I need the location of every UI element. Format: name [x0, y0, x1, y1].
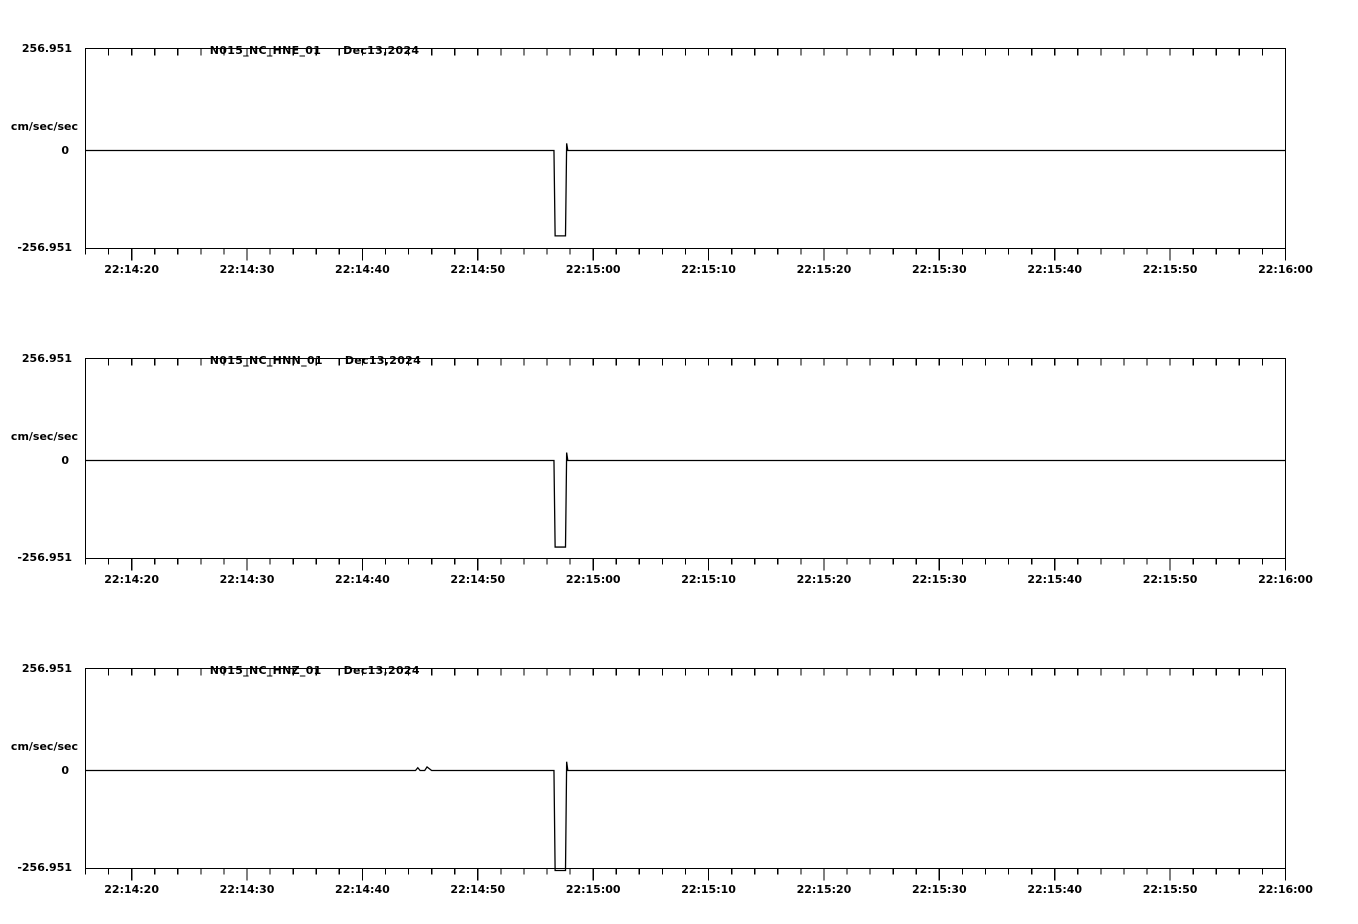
x-axis-tick-label: 22:16:00: [1258, 572, 1313, 586]
bottom-axis-ticks-hne: [84, 248, 1287, 261]
x-axis-tick-label: 22:14:20: [104, 572, 159, 586]
top-axis-ticks-hnn: [84, 358, 1287, 366]
y-axis-units-hnz: cm/sec/sec: [10, 740, 78, 753]
x-axis-tick-label: 22:15:20: [796, 572, 852, 586]
x-axis-tick-label: 22:14:20: [104, 262, 159, 276]
x-axis-tick-label: 22:14:30: [219, 262, 275, 276]
top-axis-ticks-hne: [84, 48, 1287, 56]
x-axis-tick-label: 22:16:00: [1258, 882, 1313, 896]
waveform-trace-hnz: [85, 761, 1286, 872]
x-axis-tick-label: 22:15:30: [911, 572, 967, 586]
trace-panel-hnz: N015_NC_HNZ_01 Dec13,2024 256.951 cm/sec/…: [0, 620, 1358, 924]
y-axis-min-label-hnz: -256.951: [17, 861, 72, 874]
x-axis-tick-label: 22:15:50: [1142, 882, 1198, 896]
x-axis-tick-label: 22:14:40: [335, 882, 390, 896]
trace-plot-hnz: [84, 667, 1287, 881]
trace-plot-hnn: [84, 357, 1287, 571]
plot-frame-hnz: [84, 667, 1287, 870]
y-axis-min-label-hnn: -256.951: [17, 551, 72, 564]
bottom-axis-ticks-hnn: [84, 558, 1287, 571]
x-axis-tick-label: 22:15:10: [681, 262, 736, 276]
trace-panel-hne: N015_NC_HNE_01 Dec13,2024 256.951 cm/sec/…: [0, 0, 1358, 310]
trace-plot-hne: [84, 47, 1287, 261]
panel-date-hnn: Dec13,2024: [344, 354, 422, 367]
x-axis-tick-label: 22:15:20: [796, 882, 852, 896]
x-axis-tick-label: 22:14:30: [219, 572, 275, 586]
y-axis-zero-label-hnn: 0: [61, 454, 69, 467]
bottom-axis-ticks-hnz: [84, 868, 1287, 881]
x-axis-tick-label: 22:15:00: [565, 572, 621, 586]
y-axis-zero-label-hnz: 0: [61, 764, 69, 777]
x-axis-tick-label: 22:15:10: [681, 572, 736, 586]
x-axis-tick-label: 22:14:50: [450, 262, 506, 276]
x-axis-tick-label: 22:15:40: [1027, 882, 1083, 896]
x-axis-tick-label: 22:15:20: [796, 262, 852, 276]
plot-frame-hne: [84, 47, 1287, 250]
x-axis-tick-label: 22:14:40: [335, 262, 390, 276]
y-axis-units-hnn: cm/sec/sec: [10, 430, 78, 443]
trace-panel-hnn: N015_NC_HNN_01 Dec13,2024 256.951 cm/sec/…: [0, 310, 1358, 620]
x-axis-tick-label: 22:14:30: [219, 882, 275, 896]
x-axis-tick-label: 22:15:00: [565, 262, 621, 276]
x-axis-tick-label: 22:14:50: [450, 572, 506, 586]
x-axis-tick-label: 22:15:40: [1027, 572, 1083, 586]
y-axis-max-label-hnz: 256.951: [21, 662, 72, 675]
top-axis-ticks-hnz: [84, 668, 1287, 676]
x-axis-tick-label: 22:15:50: [1142, 262, 1198, 276]
waveform-trace-hne: [85, 143, 1286, 237]
y-axis-min-label-hne: -256.951: [17, 241, 72, 254]
panel-title-hnn: N015_NC_HNN_01 Dec13,2024: [185, 341, 421, 380]
x-axis-tick-label: 22:14:40: [335, 572, 390, 586]
x-axis-tick-label: 22:15:30: [911, 882, 967, 896]
x-axis-tick-label: 22:14:20: [104, 882, 159, 896]
panel-station-channel-hnn: N015_NC_HNN_01: [209, 354, 323, 367]
x-axis-tick-label: 22:16:00: [1258, 262, 1313, 276]
y-axis-max-label-hne: 256.951: [21, 42, 72, 55]
x-axis-tick-label: 22:15:40: [1027, 262, 1083, 276]
x-axis-tick-label: 22:15:10: [681, 882, 736, 896]
plot-frame-hnn: [84, 357, 1287, 560]
x-axis-tick-label: 22:15:00: [565, 882, 621, 896]
y-axis-units-hne: cm/sec/sec: [10, 120, 78, 133]
waveform-trace-hnn: [85, 452, 1286, 548]
x-axis-tick-label: 22:14:50: [450, 882, 506, 896]
y-axis-zero-label-hne: 0: [61, 144, 69, 157]
x-axis-tick-label: 22:15:50: [1142, 572, 1198, 586]
x-axis-tick-label: 22:15:30: [911, 262, 967, 276]
y-axis-max-label-hnn: 256.951: [21, 352, 72, 365]
